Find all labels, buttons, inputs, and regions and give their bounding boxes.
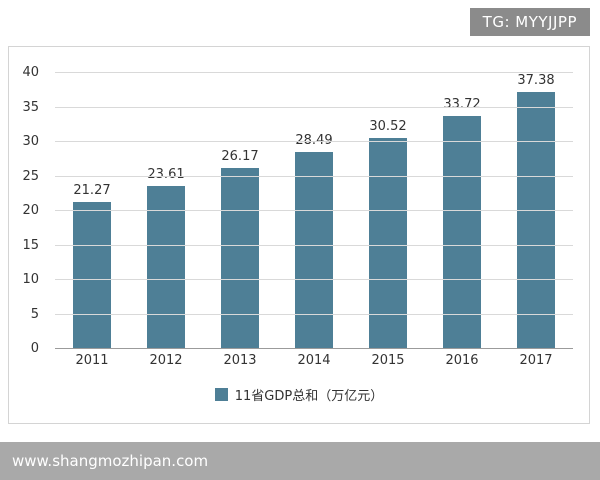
gridline (55, 175, 573, 177)
gridline (55, 279, 573, 280)
chart-frame: 0 5 10 15 20 25 30 35 40 21.27 23.61 26.17 28.49 30.… (8, 46, 590, 424)
bar-column: 33.72 (425, 73, 499, 349)
bar-value-label: 37.38 (517, 73, 555, 88)
gridline (55, 244, 573, 246)
x-axis: 2011 2012 2013 2014 2015 2016 2017 (55, 353, 573, 368)
y-tick-label: 0 (30, 341, 39, 356)
bar-value-label: 33.72 (443, 97, 481, 113)
footer-bar: www.shangmozhipan.com (0, 442, 600, 480)
bar-value-label: 30.52 (369, 119, 407, 135)
x-axis-line (55, 348, 573, 349)
x-tick-label: 2014 (297, 353, 331, 368)
legend-swatch (214, 388, 228, 401)
bar (295, 152, 333, 349)
bar-value-label: 28.49 (295, 133, 333, 149)
bar (517, 92, 555, 349)
bar (443, 116, 481, 349)
bar (73, 202, 111, 349)
bar-value-label: 26.17 (221, 149, 259, 165)
footer-url: www.shangmozhipan.com (12, 452, 209, 470)
bar (147, 186, 185, 349)
bar-column: 23.61 (129, 73, 203, 349)
bar-column: 28.49 (277, 73, 351, 349)
gridline (55, 210, 573, 211)
x-tick-label: 2017 (519, 353, 553, 368)
x-tick-label: 2013 (223, 353, 257, 368)
bar (221, 168, 259, 349)
x-tick-label: 2012 (149, 353, 183, 368)
bar-value-label: 21.27 (73, 183, 111, 199)
bar-column: 26.17 (203, 73, 277, 349)
x-tick-label: 2016 (445, 353, 479, 368)
bar-column: 21.27 (55, 73, 129, 349)
bar-column: 37.38 (499, 73, 573, 349)
y-tick-label: 35 (22, 99, 39, 115)
legend: 11省GDP总和（万亿元） (9, 385, 589, 404)
gridline (55, 141, 573, 142)
gridline (55, 106, 573, 108)
x-tick-label: 2011 (75, 353, 109, 368)
y-tick-label: 30 (22, 134, 39, 149)
legend-label: 11省GDP总和（万亿元） (234, 389, 384, 404)
y-tick-label: 10 (22, 272, 39, 287)
gridline (55, 313, 573, 315)
y-axis: 0 5 10 15 20 25 30 35 40 (9, 65, 49, 356)
bar-column: 30.52 (351, 73, 425, 349)
plot-area: 21.27 23.61 26.17 28.49 30.52 33.72 37.38 (55, 72, 573, 349)
y-tick-label: 15 (22, 237, 39, 253)
y-tick-label: 20 (22, 203, 39, 218)
bar-series: 21.27 23.61 26.17 28.49 30.52 33.72 37.38 (55, 73, 573, 349)
y-tick-label: 5 (30, 306, 39, 322)
y-tick-label: 40 (22, 65, 39, 80)
x-tick-label: 2015 (371, 353, 405, 368)
watermark-badge: TG: MYYJJPP (469, 8, 590, 36)
bar-value-label: 23.61 (147, 167, 184, 182)
y-tick-label: 25 (22, 168, 39, 184)
gridline (55, 72, 573, 73)
